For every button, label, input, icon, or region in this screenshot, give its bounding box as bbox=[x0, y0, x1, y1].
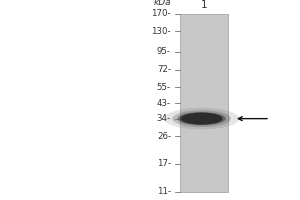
Text: 11-: 11- bbox=[157, 188, 171, 196]
Ellipse shape bbox=[181, 113, 223, 125]
Ellipse shape bbox=[164, 108, 239, 129]
Text: 55-: 55- bbox=[157, 83, 171, 92]
Text: 95-: 95- bbox=[157, 47, 171, 56]
Text: 17-: 17- bbox=[157, 159, 171, 168]
Text: 43-: 43- bbox=[157, 99, 171, 108]
Text: 34-: 34- bbox=[157, 114, 171, 123]
Bar bbox=[180, 14, 228, 192]
Text: 170-: 170- bbox=[152, 9, 171, 19]
Text: 72-: 72- bbox=[157, 65, 171, 74]
Text: 130-: 130- bbox=[152, 27, 171, 36]
Text: kDa: kDa bbox=[153, 0, 171, 7]
Text: 26-: 26- bbox=[157, 132, 171, 141]
Text: 1: 1 bbox=[201, 0, 207, 10]
Ellipse shape bbox=[178, 112, 226, 125]
Ellipse shape bbox=[172, 110, 231, 127]
